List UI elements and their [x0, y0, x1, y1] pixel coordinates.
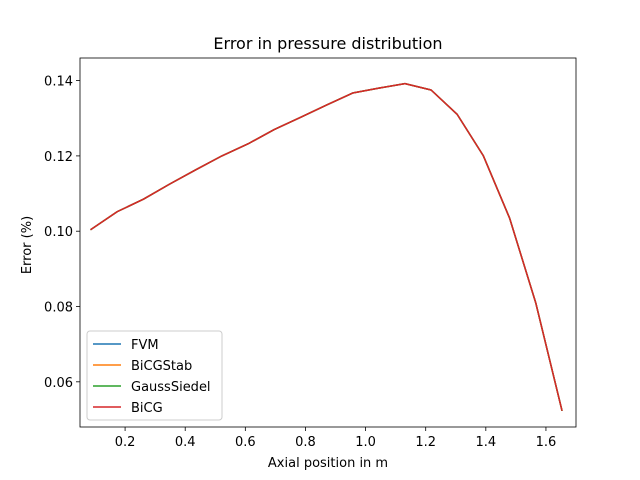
legend-box	[86, 330, 223, 421]
x-tick-label: 0.8	[295, 435, 316, 450]
y-tick-label: 0.12	[44, 150, 73, 165]
x-tick-label: 1.2	[415, 435, 436, 450]
series-line-bicg	[90, 82, 563, 411]
y-axis: 0.06 0.08 0.10 0.12 0.14	[44, 75, 80, 391]
x-tick-label: 1.0	[355, 435, 376, 450]
y-tick-label: 0.06	[44, 376, 73, 391]
plot-area	[79, 57, 577, 428]
legend: FVM BiCGStab GaussSiedel BiCG	[86, 330, 223, 421]
y-tick-label: 0.10	[44, 225, 73, 240]
x-tick-label: 0.6	[235, 435, 256, 450]
chart-title: Error in pressure distribution	[213, 34, 442, 53]
legend-entry-gausssiedel: GaussSiedel	[131, 380, 211, 395]
y-tick-label: 0.08	[44, 301, 73, 316]
x-axis-label: Axial position in m	[268, 456, 388, 471]
x-tick-label: 1.4	[475, 435, 496, 450]
y-tick-label: 0.14	[44, 75, 73, 90]
x-tick-label: 1.6	[536, 435, 557, 450]
plot-frame	[79, 57, 577, 428]
legend-entry-bicgstab: BiCGStab	[131, 359, 192, 374]
x-tick-label: 0.4	[175, 435, 196, 450]
series-lines	[90, 82, 563, 411]
x-tick-label: 0.2	[115, 435, 136, 450]
legend-entry-bicg: BiCG	[131, 401, 163, 416]
y-axis-label: Error (%)	[20, 216, 35, 274]
x-axis: 0.2 0.4 0.6 0.8 1.0 1.2 1.4 1.6	[115, 427, 557, 450]
legend-entry-fvm: FVM	[131, 338, 159, 353]
